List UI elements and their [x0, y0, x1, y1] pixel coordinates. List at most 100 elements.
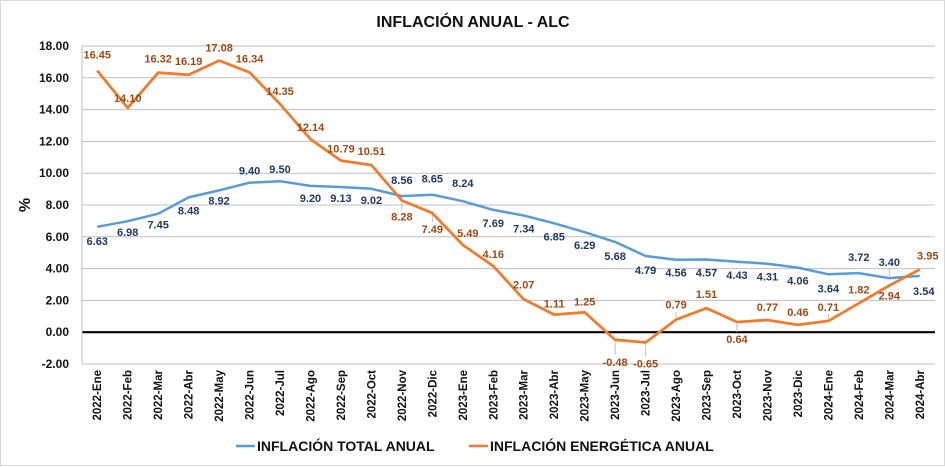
data-label-total: 5.68 — [604, 251, 625, 263]
data-label-energy: 10.79 — [327, 144, 355, 156]
x-tick-label: 2022-Mar — [153, 369, 165, 419]
data-label-total: 9.50 — [269, 164, 290, 176]
data-label-total: 4.06 — [787, 276, 808, 288]
data-label-total: 9.20 — [300, 193, 321, 205]
data-label-total: 6.98 — [117, 227, 138, 239]
data-label-total: 8.24 — [452, 178, 474, 190]
data-label-energy: -0.65 — [633, 359, 658, 371]
x-tick-label: 2024-Abr — [915, 369, 927, 419]
x-tick-label: 2023-Abr — [549, 369, 561, 419]
x-tick-label: 2022-Abr — [184, 369, 196, 419]
data-label-energy: 17.08 — [205, 43, 233, 55]
x-tick-label: 2024-Ene — [823, 370, 835, 421]
data-label-total: 4.56 — [665, 268, 686, 280]
data-label-energy: 16.45 — [83, 50, 111, 62]
data-label-energy: -0.48 — [603, 357, 628, 369]
legend-label-total[interactable]: INFLACIÓN TOTAL ANUAL — [257, 437, 435, 454]
data-label-energy: 7.49 — [422, 224, 443, 236]
x-tick-label: 2022-May — [214, 369, 226, 421]
data-label-energy: 14.10 — [114, 93, 142, 105]
chart-title: INFLACIÓN ANUAL - ALC — [376, 12, 570, 31]
y-tick-label: 16.00 — [39, 71, 69, 85]
data-label-total: 3.40 — [879, 257, 900, 269]
data-label-energy: 5.49 — [457, 228, 478, 240]
data-label-energy: 0.77 — [757, 302, 778, 314]
x-tick-label: 2023-Oct — [732, 370, 744, 419]
data-label-total: 3.54 — [913, 286, 935, 298]
data-label-energy: 0.64 — [726, 334, 748, 346]
y-tick-label: 6.00 — [46, 230, 70, 244]
data-label-total: 8.92 — [208, 195, 229, 207]
data-label-total: 4.43 — [726, 270, 747, 282]
x-tick-label: 2023-Ene — [458, 370, 470, 421]
data-label-total: 9.40 — [239, 166, 260, 178]
data-label-energy: 1.82 — [848, 284, 869, 296]
x-tick-label: 2023-Nov — [762, 369, 774, 421]
data-label-energy: 0.79 — [665, 300, 686, 312]
x-tick-label: 2022-Sep — [336, 370, 348, 421]
series-line-total — [96, 179, 920, 280]
y-tick-label: 2.00 — [46, 293, 70, 307]
x-axis-ticks: 2022-Ene 2022-Feb 2022-Mar 2022-Abr 2022-May… — [92, 369, 927, 421]
x-tick-label: 2024-Mar — [884, 369, 896, 419]
data-label-energy: 3.95 — [917, 250, 938, 262]
data-label-energy: 12.14 — [297, 122, 325, 134]
data-label-total: 8.48 — [178, 205, 199, 217]
x-tick-label: 2023-Sep — [702, 370, 714, 421]
data-label-total: 6.29 — [574, 240, 595, 252]
x-tick-label: 2022-Nov — [397, 369, 409, 421]
x-tick-label: 2023-Jun — [610, 370, 622, 420]
data-label-energy: 16.32 — [144, 54, 172, 66]
data-label-total: 8.65 — [422, 174, 443, 186]
data-label-energy: 0.71 — [818, 302, 839, 314]
x-tick-label: 2024-Feb — [854, 370, 866, 420]
y-tick-label: 8.00 — [46, 198, 70, 212]
data-label-total: 7.34 — [513, 223, 535, 235]
x-tick-label: 2022-Ago — [305, 370, 317, 422]
y-tick-label: 12.00 — [39, 134, 69, 148]
label-leader-lines — [401, 202, 890, 357]
data-label-total: 4.31 — [757, 272, 778, 284]
data-label-energy: 16.19 — [175, 56, 203, 68]
y-tick-label: 18.00 — [39, 39, 69, 53]
data-label-total: 6.63 — [87, 236, 108, 248]
data-label-total: 7.45 — [147, 220, 168, 232]
data-label-total: 3.64 — [818, 283, 840, 295]
y-tick-label: 10.00 — [39, 166, 69, 180]
y-axis-label: % — [17, 198, 34, 212]
data-label-energy: 1.25 — [574, 296, 595, 308]
data-label-energy: 0.46 — [787, 307, 808, 319]
data-label-energy: 2.94 — [879, 290, 901, 302]
x-tick-label: 2022-Ene — [92, 370, 104, 421]
x-tick-label: 2022-Jun — [245, 370, 257, 420]
y-tick-label: 0.00 — [46, 325, 70, 339]
data-label-energy: 16.34 — [236, 53, 264, 65]
data-label-total: 7.69 — [483, 218, 504, 230]
legend: INFLACIÓN TOTAL ANUAL INFLACIÓN ENERGÉTI… — [236, 437, 714, 454]
legend-label-energy[interactable]: INFLACIÓN ENERGÉTICA ANUAL — [490, 437, 714, 454]
series-lines — [96, 59, 921, 344]
data-label-energy: 8.28 — [391, 212, 412, 224]
y-tick-label: 4.00 — [46, 262, 70, 276]
data-label-total: 9.13 — [330, 193, 351, 205]
x-tick-label: 2022-Feb — [123, 370, 135, 420]
data-label-energy: 2.07 — [513, 279, 534, 291]
data-label-energy: 1.51 — [696, 289, 717, 301]
data-label-energy: 10.51 — [358, 146, 386, 158]
x-tick-label: 2022-Dic — [427, 369, 439, 417]
data-label-total: 4.79 — [635, 265, 656, 277]
data-label-energy: 1.11 — [544, 299, 565, 311]
x-tick-label: 2023-Feb — [488, 370, 500, 420]
data-label-energy: 4.16 — [483, 249, 504, 261]
x-tick-label: 2023-Ago — [671, 370, 683, 422]
y-tick-label: -2.00 — [42, 357, 70, 371]
data-label-total: 3.72 — [848, 252, 869, 264]
x-tick-label: 2023-May — [580, 369, 592, 421]
data-label-total: 8.56 — [391, 175, 412, 187]
x-tick-label: 2023-Jul — [641, 370, 653, 416]
x-tick-label: 2023-Mar — [519, 369, 531, 419]
y-tick-label: 14.00 — [39, 103, 69, 117]
x-tick-label: 2022-Oct — [366, 370, 378, 419]
